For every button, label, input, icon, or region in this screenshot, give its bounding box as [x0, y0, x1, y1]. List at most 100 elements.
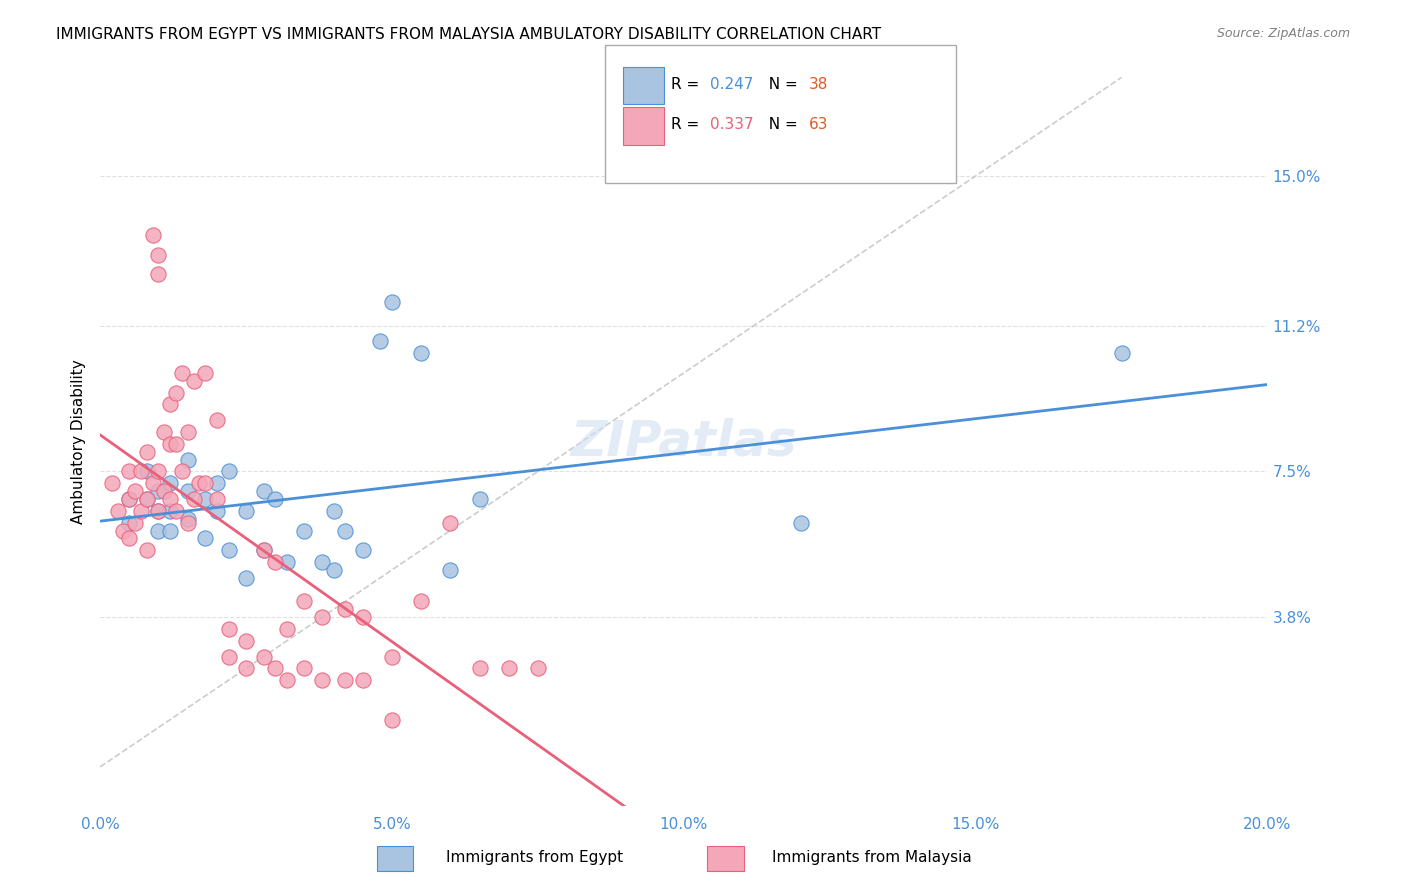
Text: R =: R = [671, 78, 704, 92]
Point [322, 504, 344, 518]
Point [159, 504, 181, 518]
Point [129, 464, 152, 478]
Point [148, 524, 170, 538]
Point [194, 532, 217, 546]
Point [411, 346, 433, 360]
Point [148, 504, 170, 518]
Point [264, 491, 287, 506]
Point [194, 366, 217, 380]
Point [135, 491, 157, 506]
Point [183, 491, 205, 506]
Text: ZIPatlas: ZIPatlas [571, 417, 797, 466]
Point [381, 295, 404, 310]
Point [368, 334, 391, 349]
Text: IMMIGRANTS FROM EGYPT VS IMMIGRANTS FROM MALAYSIA AMBULATORY DISABILITY CORRELAT: IMMIGRANTS FROM EGYPT VS IMMIGRANTS FROM… [56, 27, 882, 42]
Point [205, 491, 228, 506]
Point [165, 385, 187, 400]
Point [159, 491, 181, 506]
Text: 0.337: 0.337 [710, 118, 754, 132]
Point [165, 437, 187, 451]
Point [183, 374, 205, 388]
Point [294, 594, 316, 608]
Point [252, 649, 274, 664]
Point [118, 464, 141, 478]
Point [335, 673, 357, 688]
Point [252, 543, 274, 558]
Point [335, 602, 357, 616]
Point [322, 563, 344, 577]
Text: 0.247: 0.247 [710, 78, 754, 92]
Point [118, 532, 141, 546]
Point [159, 397, 181, 411]
Point [194, 476, 217, 491]
Point [176, 511, 198, 525]
Point [294, 661, 316, 675]
Point [129, 504, 152, 518]
Point [159, 437, 181, 451]
Point [335, 524, 357, 538]
Point [159, 524, 181, 538]
Point [294, 524, 316, 538]
Point [411, 594, 433, 608]
Point [170, 464, 193, 478]
Point [101, 476, 124, 491]
Point [264, 661, 287, 675]
Point [176, 484, 198, 499]
Point [148, 464, 170, 478]
Point [498, 661, 520, 675]
Point [218, 464, 240, 478]
Text: Source: ZipAtlas.com: Source: ZipAtlas.com [1216, 27, 1350, 40]
Point [170, 366, 193, 380]
Point [264, 555, 287, 569]
Point [142, 227, 165, 242]
Point [789, 516, 811, 530]
Point [352, 673, 374, 688]
Text: Immigrants from Egypt: Immigrants from Egypt [446, 850, 623, 865]
Text: 38: 38 [808, 78, 828, 92]
Point [235, 571, 257, 585]
Point [218, 622, 240, 636]
Point [118, 491, 141, 506]
Point [218, 649, 240, 664]
Point [188, 476, 211, 491]
Point [527, 661, 550, 675]
Point [159, 476, 181, 491]
Point [235, 504, 257, 518]
Point [124, 516, 146, 530]
Point [352, 610, 374, 624]
Point [311, 555, 333, 569]
Point [218, 543, 240, 558]
Point [153, 425, 176, 439]
Point [235, 633, 257, 648]
Point [124, 484, 146, 499]
Point [118, 491, 141, 506]
Point [205, 476, 228, 491]
Point [205, 504, 228, 518]
Point [176, 452, 198, 467]
Point [148, 268, 170, 282]
Point [135, 543, 157, 558]
Point [439, 516, 461, 530]
Point [311, 673, 333, 688]
Point [176, 425, 198, 439]
Point [1111, 346, 1133, 360]
Point [235, 661, 257, 675]
Point [205, 413, 228, 427]
Point [148, 248, 170, 262]
Point [252, 484, 274, 499]
Point [148, 484, 170, 499]
Text: N =: N = [759, 78, 803, 92]
Point [142, 476, 165, 491]
Point [135, 491, 157, 506]
Point [194, 491, 217, 506]
Point [352, 543, 374, 558]
Text: Immigrants from Malaysia: Immigrants from Malaysia [772, 850, 972, 865]
Point [276, 622, 298, 636]
Point [153, 484, 176, 499]
Point [276, 673, 298, 688]
Point [112, 524, 135, 538]
Point [252, 543, 274, 558]
Text: R =: R = [671, 118, 704, 132]
Point [276, 555, 298, 569]
Point [468, 491, 491, 506]
